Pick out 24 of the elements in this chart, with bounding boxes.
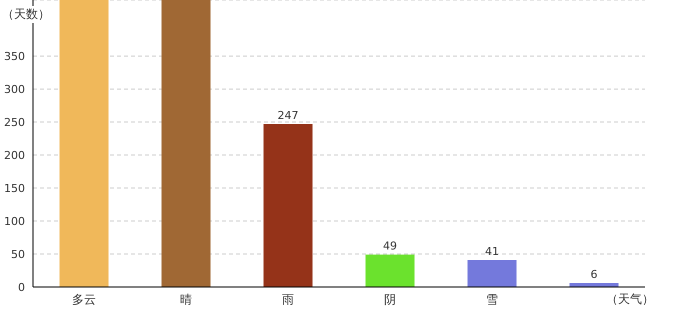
y-axis-title: （天数） (2, 6, 50, 23)
x-tick-label: 阴 (384, 292, 396, 307)
y-tick-label: 150 (4, 182, 25, 195)
bar (366, 254, 415, 287)
x-tick-label: 雨 (282, 292, 294, 307)
x-tick-label: 多云 (72, 292, 96, 307)
y-tick-label: 50 (11, 248, 25, 261)
y-tick-label: 200 (4, 148, 25, 162)
data-label: 41 (485, 244, 500, 258)
y-tick-label: 350 (4, 50, 25, 63)
bar (162, 0, 211, 287)
y-tick-label: 250 (4, 116, 25, 129)
x-tick-label: 晴 (180, 292, 192, 307)
y-tick-label: 300 (4, 82, 25, 96)
bar (264, 124, 313, 287)
y-tick-label: 100 (4, 214, 25, 228)
data-label: 6 (590, 268, 598, 282)
data-label: 49 (383, 240, 398, 253)
data-label: 247 (278, 109, 299, 122)
bar (60, 0, 109, 287)
x-axis-title: （天气） (606, 291, 654, 308)
y-tick-label: 0 (18, 280, 25, 294)
bar (468, 260, 517, 287)
x-tick-label: 雪 (486, 292, 498, 307)
